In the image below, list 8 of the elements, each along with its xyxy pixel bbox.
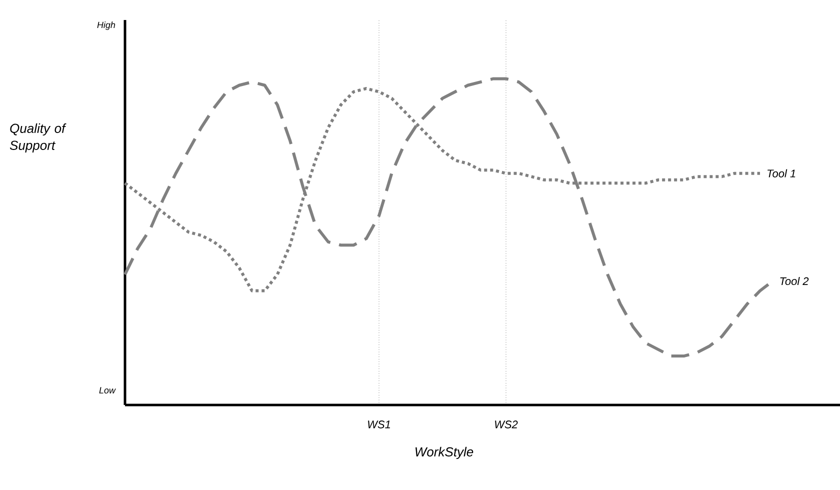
x-tick-label: WS1 — [368, 420, 390, 428]
y-axis-title: Quality of Support — [10, 123, 66, 153]
x-tick-label: WS2 — [495, 420, 518, 428]
text: Low — [99, 387, 116, 394]
text: High — [97, 22, 116, 30]
x-axis-title: WorkStyle — [416, 446, 474, 460]
series-label: Tool 1 — [768, 169, 796, 178]
series-label: Tool 2 — [780, 276, 809, 286]
